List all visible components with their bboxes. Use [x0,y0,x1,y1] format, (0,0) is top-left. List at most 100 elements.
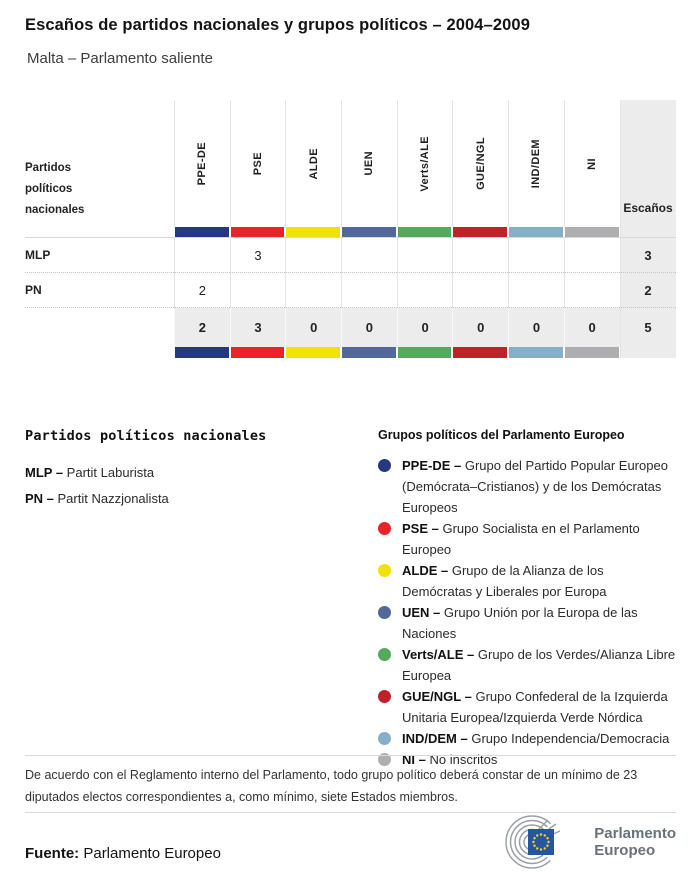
column-header-PSE: PSE [229,100,286,227]
group-color-bar-bottom-ALDE [285,347,341,358]
column-header-label: ALDE [307,147,320,180]
seats-column-filler [619,227,676,238]
total-cell-IND/DEM: 0 [508,308,564,347]
group-legend-text: UEN – Grupo Unión por la Europa de las N… [402,605,638,641]
group-legend-item-GUE/NGL: GUE/NGL – Grupo Confederal de la Izquier… [378,686,676,728]
header-rule-spacer [25,227,174,238]
seat-cell-MLP-GUE/NGL [452,238,509,273]
total-cell-ALDE: 0 [285,308,342,347]
seat-cell-MLP-IND/DEM [508,238,564,273]
group-color-dot [378,564,391,577]
column-header-label: Verts/ALE [419,135,432,192]
seat-cell-MLP-UEN [341,238,397,273]
column-header-label: PPE-DE [196,141,209,186]
color-swatch [453,227,508,237]
group-legend-item-ALDE: ALDE – Grupo de la Alianza de los Demócr… [378,560,676,602]
total-cell-NI: 0 [563,308,620,347]
group-color-bar-GUE/NGL [452,227,509,238]
group-legend-text: ALDE – Grupo de la Alianza de los Demócr… [402,563,607,599]
group-color-bar-PPE-DE [174,227,230,238]
seat-cell-PN-Verts/ALE [396,273,453,308]
column-header-seats: Escaños [619,100,676,227]
national-parties-legend-heading: Partidos políticos nacionales [25,428,267,444]
group-code: GUE/NGL – [402,689,476,704]
group-color-bar-bottom-GUE/NGL [452,347,508,358]
seat-cell-PN-UEN [341,273,397,308]
page-title: Escaños de partidos nacionales y grupos … [25,16,530,34]
column-header-UEN: UEN [341,100,397,227]
group-code: ALDE – [402,563,452,578]
column-header-label: IND/DEM [530,138,543,189]
seat-cell-PN-NI [563,273,620,308]
color-swatch [397,227,452,237]
group-color-bar-IND/DEM [508,227,564,238]
column-header-GUE/NGL: GUE/NGL [452,100,508,227]
national-parties-list: MLP – Partit Laburista PN – Partit Nazzjo… [25,460,378,512]
party-seats-total-MLP: 3 [619,238,676,273]
group-color-bar-bottom-UEN [341,347,397,358]
european-parliament-logo: Parlamento Europeo [494,815,676,869]
party-legend-item-PN: PN – Partit Nazzjonalista [25,491,169,506]
total-cell-PSE: 3 [229,308,286,347]
party-row-label-MLP: MLP [25,238,174,273]
logo-line2: Europeo [594,842,656,859]
total-cell-UEN: 0 [341,308,397,347]
party-row-label-PN: PN [25,273,174,308]
party-code: PN – [25,491,58,506]
seat-cell-PN-ALDE [285,273,342,308]
color-swatch [342,227,396,237]
column-header-label: PSE [252,151,265,176]
eu-flag-icon [528,829,555,855]
page-subtitle: Malta – Parlamento saliente [27,50,213,67]
color-swatch [564,347,619,358]
footnote: De acuerdo con el Reglamento interno del… [25,768,638,804]
seat-cell-PN-PSE [229,273,286,308]
seat-cell-PN-IND/DEM [508,273,564,308]
group-code: IND/DEM – [402,731,472,746]
group-color-bar-ALDE [285,227,342,238]
eu-stars [532,833,550,851]
group-color-dot [378,459,391,472]
total-cell-GUE/NGL: 0 [452,308,509,347]
national-parties-legend: Partidos políticos nacionales MLP – Part… [25,424,378,770]
seat-cell-MLP-NI [563,238,620,273]
group-color-dot [378,522,391,535]
table-corner-label: Partidos políticos nacionales [25,100,174,227]
political-groups-list: PPE-DE – Grupo del Partido Popular Europ… [378,455,676,770]
divider-bottom [25,812,676,813]
group-color-bar-NI [563,227,620,238]
column-header-NI: NI [563,100,620,227]
political-groups-legend-heading: Grupos políticos del Parlamento Europeo [378,428,625,442]
source-value: Parlamento Europeo [83,845,221,862]
seat-cell-MLP-Verts/ALE [396,238,453,273]
column-header-label: UEN [363,151,376,176]
group-legend-item-IND/DEM: IND/DEM – Grupo Independencia/Democracia [378,728,676,749]
color-swatch [397,347,452,358]
logo-line1: Parlamento [594,825,676,842]
group-color-dot [378,690,391,703]
group-legend-text: PSE – Grupo Socialista en el Parlamento … [402,521,640,557]
table-corner-text: Partidos políticos nacionales [25,162,85,216]
color-swatch [230,347,285,358]
group-legend-item-Verts/ALE: Verts/ALE – Grupo de los Verdes/Alianza … [378,644,676,686]
color-swatch [286,347,341,358]
group-legend-text: PPE-DE – Grupo del Partido Popular Europ… [402,458,668,515]
group-legend-text: IND/DEM – Grupo Independencia/Democracia [402,731,670,746]
total-seats: 5 [619,308,676,347]
totals-row-label [25,308,174,347]
group-code: UEN – [402,605,444,620]
group-color-bar-bottom-PSE [230,347,286,358]
column-header-Verts/ALE: Verts/ALE [396,100,453,227]
group-legend-text: Verts/ALE – Grupo de los Verdes/Alianza … [402,647,676,683]
source-line: Fuente: Parlamento Europeo [25,845,221,862]
column-header-PPE-DE: PPE-DE [174,100,230,227]
group-color-dot [378,753,391,766]
group-color-bar-bottom-PPE-DE [174,347,230,358]
political-groups-legend: Grupos políticos del Parlamento Europeo … [378,424,676,770]
color-swatch [175,347,229,358]
group-color-bar-bottom-Verts/ALE [397,347,453,358]
group-color-bar-PSE [229,227,286,238]
source-label: Fuente: [25,845,80,862]
seat-cell-PN-GUE/NGL [452,273,509,308]
bottom-spacer [25,347,174,358]
